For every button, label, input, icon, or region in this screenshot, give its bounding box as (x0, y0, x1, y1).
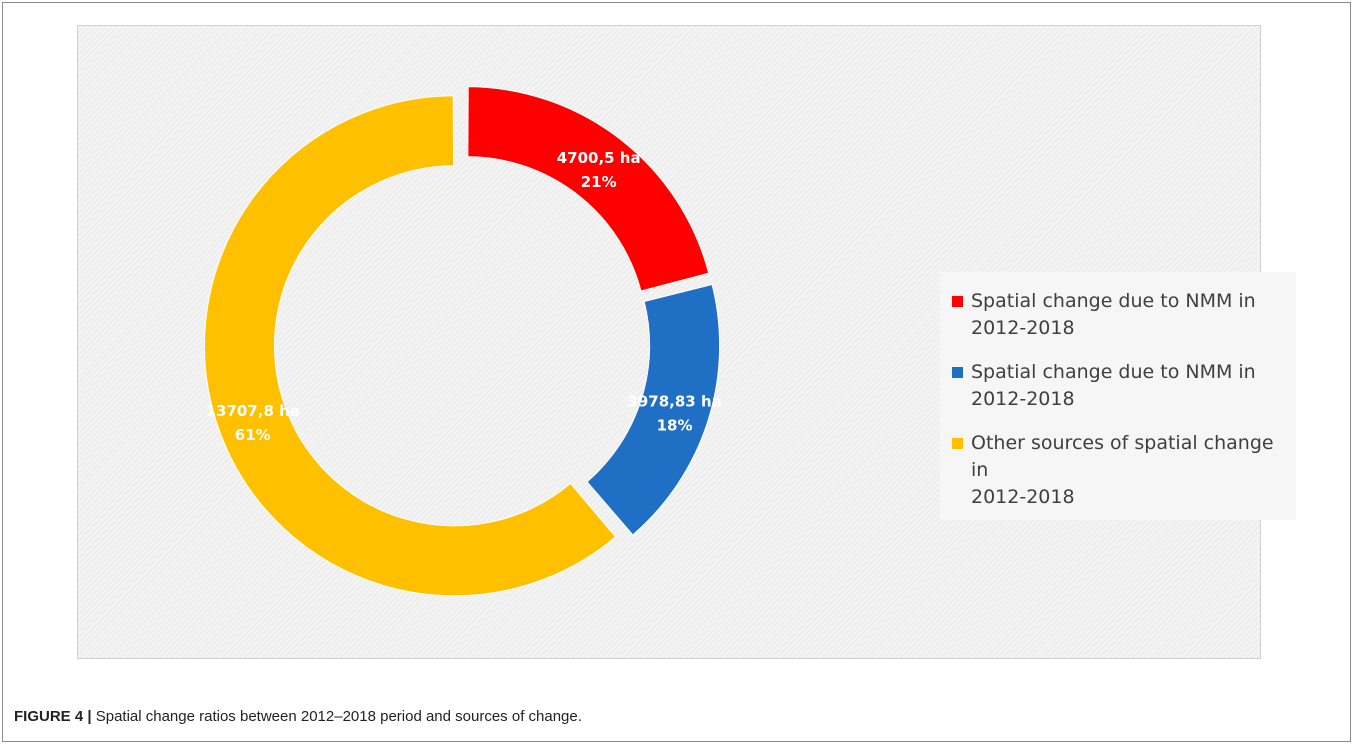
slice-value-label-0: 4700,5 ha (557, 149, 641, 167)
slice-percent-label-1: 18% (657, 416, 693, 434)
legend-label-2: Other sources of spatial change in 2012-… (971, 432, 1274, 508)
donut-slice-1 (586, 283, 721, 536)
slice-value-label-1: 3978,83 ha (627, 392, 721, 410)
legend-item-0: Spatial change due to NMM in 2012-2018 (952, 288, 1296, 342)
legend-label-1: Spatial change due to NMM in 2012-2018 (971, 361, 1256, 410)
donut-slice-0 (467, 86, 710, 292)
legend: Spatial change due to NMM in 2012-2018 S… (940, 272, 1296, 520)
legend-item-2: Other sources of spatial change in 2012-… (952, 430, 1296, 511)
donut-chart: 4700,5 ha 21% 3978,83 ha 18% 13707,8 ha 61% (204, 86, 722, 597)
legend-label-0: Spatial change due to NMM in 2012-2018 (971, 290, 1256, 339)
figure-caption: FIGURE 4 | Spatial change ratios between… (14, 708, 582, 725)
figure-label: FIGURE 4 | (14, 708, 92, 725)
slice-value-label-2: 13707,8 ha (206, 402, 300, 420)
slice-percent-label-0: 21% (581, 173, 617, 191)
legend-swatch-1 (952, 367, 963, 378)
donut-slice-2 (204, 95, 617, 597)
caption-text: Spatial change ratios between 2012–2018 … (95, 708, 582, 725)
chart-area: 4700,5 ha 21% 3978,83 ha 18% 13707,8 ha 61% S… (77, 25, 1296, 659)
legend-swatch-2 (952, 438, 963, 449)
legend-item-1: Spatial change due to NMM in 2012-2018 (952, 359, 1296, 413)
slice-percent-label-2: 61% (235, 426, 271, 444)
legend-swatch-0 (952, 296, 963, 307)
